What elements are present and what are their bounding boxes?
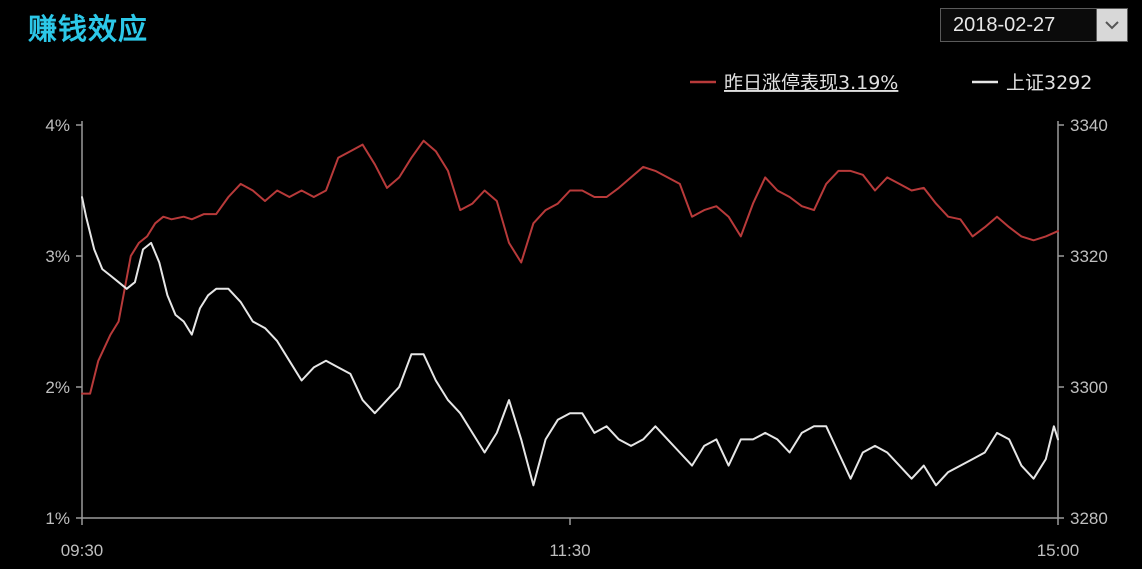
- left-tick-label: 4%: [45, 116, 70, 135]
- date-value: 2018-02-27: [953, 14, 1056, 36]
- chart-legend: 昨日涨停表现3.19% 上证3292: [690, 72, 1092, 94]
- x-tick-label: 09:30: [61, 541, 104, 560]
- x-axis: 09:30 11:30 15:00: [61, 518, 1080, 560]
- legend-entry-sh-index-label: 上证3292: [1006, 72, 1092, 94]
- series-layer: [81, 139, 1059, 487]
- date-select[interactable]: 2018-02-27: [940, 8, 1128, 42]
- chart-title: 赚钱效应: [28, 12, 149, 46]
- series-line-limit-up: [81, 139, 1059, 395]
- chart-axes: [81, 121, 1059, 519]
- chevron-down-icon[interactable]: [1096, 9, 1127, 41]
- x-tick-label: 15:00: [1037, 541, 1080, 560]
- series-line-sh-index: [81, 196, 1059, 487]
- right-y-axis: 3340 3320 3300 3280: [1058, 116, 1108, 528]
- right-tick-label: 3340: [1070, 116, 1108, 135]
- left-tick-label: 1%: [45, 509, 70, 528]
- right-tick-label: 3280: [1070, 509, 1108, 528]
- x-tick-label: 11:30: [549, 541, 590, 560]
- left-y-axis: 4% 3% 2% 1%: [45, 116, 82, 528]
- left-tick-label: 3%: [45, 247, 70, 266]
- right-tick-label: 3320: [1070, 247, 1108, 266]
- left-tick-label: 2%: [45, 378, 70, 397]
- right-tick-label: 3300: [1070, 378, 1108, 397]
- legend-entry-limit-up-label: 昨日涨停表现3.19%: [724, 72, 898, 94]
